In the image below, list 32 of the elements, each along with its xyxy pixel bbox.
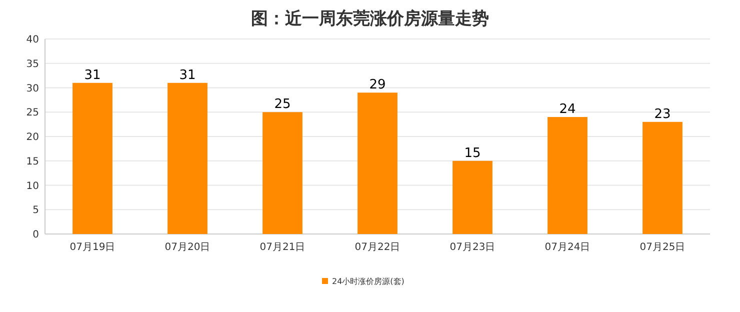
x-tick-label: 07月22日: [354, 242, 400, 253]
bar: [72, 82, 112, 234]
bar: [642, 122, 682, 234]
bar: [168, 82, 208, 234]
data-label: 31: [179, 68, 196, 83]
x-tick-label: 07月21日: [260, 242, 306, 253]
x-tick-label: 07月24日: [544, 242, 590, 253]
data-label: 29: [369, 78, 386, 93]
bar: [452, 160, 492, 234]
x-tick-label: 07月20日: [164, 242, 210, 253]
data-label: 31: [84, 68, 101, 83]
data-label: 23: [654, 106, 671, 122]
bar: [548, 117, 588, 234]
y-tick-label: 0: [32, 230, 39, 240]
data-label: 15: [464, 146, 481, 161]
x-tick-label: 07月23日: [450, 242, 496, 253]
y-tick-label: 10: [26, 180, 39, 192]
data-label: 25: [274, 97, 291, 112]
y-tick-label: 25: [26, 108, 39, 119]
chart-title: 图：近一周东莞涨价房源量走势: [251, 9, 489, 29]
x-tick-label: 07月25日: [640, 242, 686, 253]
x-tick-label: 07月19日: [70, 242, 116, 253]
bar: [358, 92, 398, 234]
y-tick-label: 15: [26, 156, 39, 168]
legend-label: 24小时涨价房源(套): [332, 277, 404, 286]
y-tick-label: 35: [26, 58, 39, 70]
data-label: 24: [559, 102, 576, 117]
y-tick-label: 5: [32, 205, 39, 216]
y-tick-label: 20: [26, 132, 39, 143]
bar: [262, 112, 302, 234]
y-tick-label: 40: [26, 34, 39, 46]
y-tick-label: 30: [26, 83, 39, 94]
